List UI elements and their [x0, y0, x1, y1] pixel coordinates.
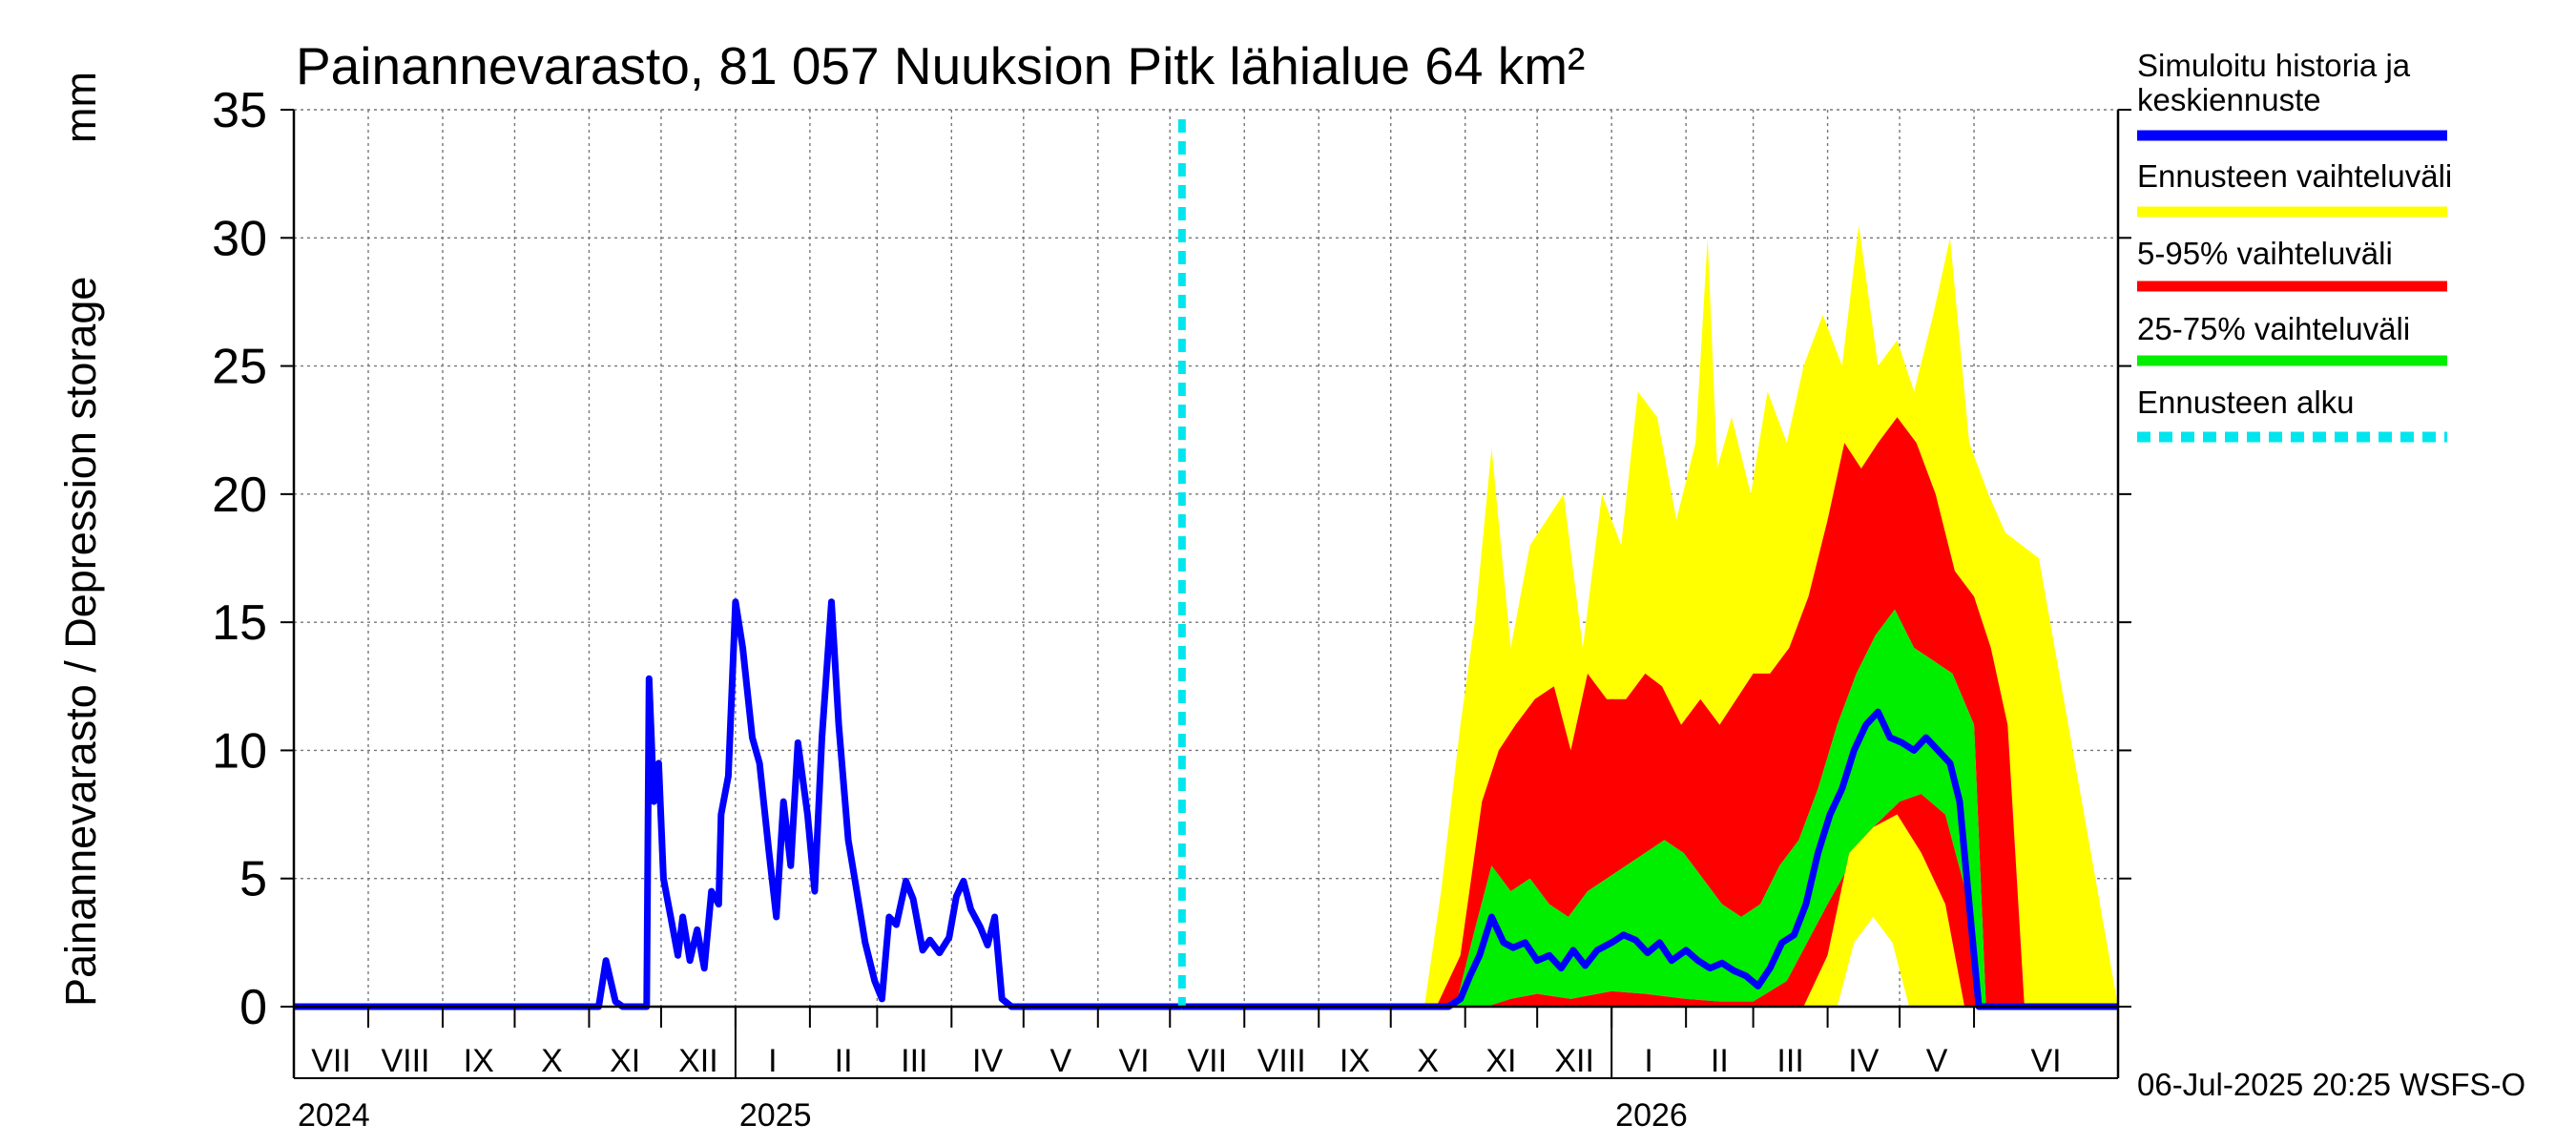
x-tick-label: X — [1417, 1043, 1439, 1079]
y-tick-label: 30 — [212, 211, 267, 266]
y-tick-label: 15 — [212, 595, 267, 651]
year-label: 2026 — [1615, 1097, 1688, 1134]
x-tick-label: XI — [1485, 1043, 1516, 1079]
x-tick-label: VIII — [1257, 1043, 1306, 1079]
x-tick-label: II — [835, 1043, 853, 1079]
band-75-fill — [1181, 609, 2118, 1007]
legend-label: 25-75% vaihteluväli — [2137, 311, 2410, 346]
series-lines — [294, 119, 2118, 1010]
chart-title: Painannevarasto, 81 057 Nuuksion Pitk lä… — [296, 36, 1585, 95]
legend-label: Simuloitu historia ja — [2137, 48, 2411, 83]
y-tick-label: 10 — [212, 723, 267, 779]
x-tick-label: I — [1644, 1043, 1652, 1079]
y-axis-unit: mm — [56, 72, 105, 143]
history-line — [294, 598, 1182, 1010]
x-tick-label: VII — [1187, 1043, 1227, 1079]
x-tick-label: IV — [1848, 1043, 1879, 1079]
y-tick-label: 25 — [212, 340, 267, 395]
year-label: 2025 — [739, 1097, 812, 1134]
x-tick-label: XII — [1554, 1043, 1594, 1079]
band-min-fill — [1181, 814, 2118, 1007]
x-tick-label: IV — [972, 1043, 1003, 1079]
x-tick-label: III — [901, 1043, 927, 1079]
x-tick-label: VI — [1118, 1043, 1149, 1079]
x-tick-label: VII — [311, 1043, 351, 1079]
x-tick-label: XI — [610, 1043, 640, 1079]
y-tick-label: 5 — [239, 852, 267, 907]
x-tick-label: X — [541, 1043, 563, 1079]
legend-label: Ennusteen alku — [2137, 385, 2355, 420]
x-tick-label: IX — [1340, 1043, 1370, 1079]
median-line — [1181, 708, 2118, 1010]
x-tick-label: III — [1776, 1043, 1803, 1079]
x-tick-label: VI — [2030, 1043, 2061, 1079]
y-tick-label: 0 — [239, 980, 267, 1035]
band-max-fill — [1181, 224, 2118, 1007]
x-tick-label: I — [768, 1043, 777, 1079]
x-tick-label: II — [1711, 1043, 1729, 1079]
x-tick-label: IX — [464, 1043, 494, 1079]
x-tick-label: VIII — [381, 1043, 429, 1079]
x-tick-label: V — [1926, 1043, 1948, 1079]
legend-label: Ennusteen vaihteluväli — [2137, 158, 2452, 194]
legend-label: keskiennuste — [2137, 82, 2321, 117]
forecast-bands — [1181, 224, 2118, 1007]
x-tick-label: XII — [678, 1043, 718, 1079]
x-tick-label: V — [1049, 1043, 1071, 1079]
year-label: 2024 — [298, 1097, 370, 1134]
band-95-upper-fill — [1181, 417, 2118, 1007]
y-tick-label: 35 — [212, 83, 267, 138]
timestamp: 06-Jul-2025 20:25 WSFS-O — [2137, 1067, 2525, 1102]
legend-label: 5-95% vaihteluväli — [2137, 236, 2393, 271]
y-axis-label: Painannevarasto / Depression storage — [56, 277, 105, 1007]
y-tick-label: 20 — [212, 468, 267, 523]
